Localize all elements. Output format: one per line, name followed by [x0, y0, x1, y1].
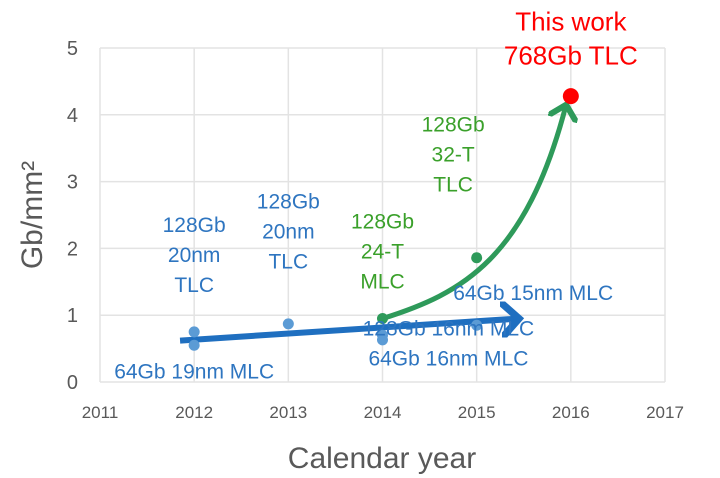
annotation-label: 32-T: [432, 144, 475, 167]
green-trend-arrow: [381, 105, 567, 321]
y-tick-label: 0: [67, 372, 78, 394]
annotation-label: 64Gb 16nm MLC: [368, 347, 528, 370]
blue-data-point: [188, 326, 200, 338]
x-tick-label: 2011: [82, 403, 119, 422]
green-data-point: [377, 313, 388, 325]
y-tick-label: 1: [67, 305, 78, 327]
annotation-label: 128Gb: [351, 210, 414, 233]
annotation-label: TLC: [174, 274, 214, 297]
annotation-label: 64Gb 15nm MLC: [453, 282, 613, 305]
y-tick-label: 4: [67, 105, 78, 127]
red-data-point: [562, 88, 579, 105]
annotation-label: 128Gb: [422, 114, 485, 137]
x-tick-label: 2017: [646, 403, 684, 422]
annotation-label: MLC: [360, 270, 404, 293]
x-tick-label: 2012: [175, 403, 213, 422]
green-data-point: [471, 252, 483, 264]
annotation-label: This work: [515, 7, 627, 37]
x-tick-label: 2015: [458, 403, 496, 422]
annotation-label: TLC: [433, 174, 473, 197]
blue-data-point: [471, 319, 483, 331]
annotation-label: 64Gb 19nm MLC: [114, 361, 274, 384]
annotation-label: 20nm: [262, 220, 315, 243]
annotation-label: 20nm: [168, 244, 221, 267]
y-tick-label: 3: [67, 172, 78, 194]
x-tick-label: 2013: [269, 403, 307, 422]
blue-data-point: [282, 318, 294, 330]
annotation-label: TLC: [268, 250, 308, 273]
annotation-label: 768Gb TLC: [504, 41, 638, 71]
y-axis-label: Gb/mm²: [16, 161, 49, 269]
blue-data-point: [377, 334, 388, 346]
annotation-label: 24-T: [361, 240, 404, 263]
blue-data-point: [188, 339, 200, 351]
y-tick-label: 2: [67, 238, 78, 260]
blue-trend-arrow: [179, 319, 519, 344]
annotation-label: 128Gb: [163, 214, 226, 237]
x-tick-label: 2014: [364, 403, 402, 422]
annotation-label: 128Gb: [257, 190, 320, 213]
x-axis-label: Calendar year: [288, 442, 476, 475]
y-tick-label: 5: [67, 38, 78, 60]
x-tick-label: 2016: [552, 403, 590, 422]
annotation-label: 128Gb 16nm MLC: [363, 317, 535, 340]
